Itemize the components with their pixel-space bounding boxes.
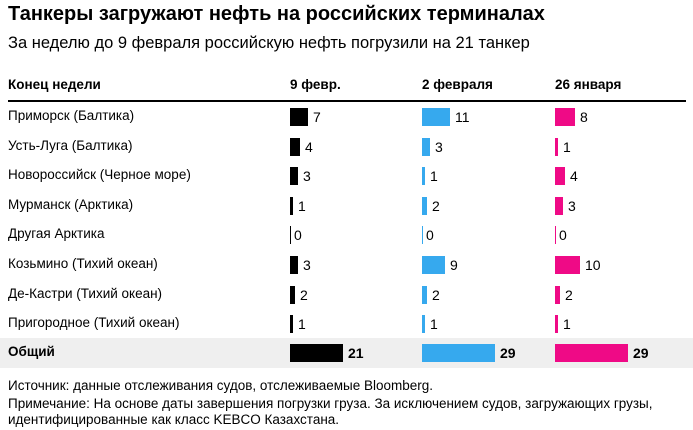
row-label: Приморск (Балтика) bbox=[8, 108, 135, 123]
bar-week2 bbox=[422, 196, 427, 215]
value-label-week2: 11 bbox=[455, 109, 470, 125]
bar-week1 bbox=[290, 167, 298, 186]
value-label-week2: 3 bbox=[435, 138, 443, 155]
value-label-week1: 3 bbox=[303, 168, 311, 185]
chart-title: Танкеры загружают нефть на российских те… bbox=[8, 3, 545, 25]
bar-week1 bbox=[290, 285, 295, 304]
chart-subtitle: За неделю до 9 февраля российскую нефть … bbox=[8, 34, 530, 52]
row-label: Другая Арктика bbox=[8, 226, 105, 242]
value-label-week3: 29 bbox=[633, 345, 649, 361]
footnote: Примечание: На основе даты завершения по… bbox=[8, 396, 653, 427]
value-label-week3: 0 bbox=[559, 227, 567, 244]
bar-week1-zero bbox=[290, 226, 291, 245]
bar-week3 bbox=[555, 344, 628, 362]
value-label-week1: 1 bbox=[298, 197, 306, 214]
value-label-week1: 0 bbox=[294, 227, 302, 244]
column-header-week3: 26 января bbox=[555, 77, 622, 92]
bar-week3 bbox=[555, 285, 560, 304]
value-label-week1: 3 bbox=[303, 257, 311, 273]
bar-week1 bbox=[290, 315, 293, 334]
value-label-week3: 4 bbox=[570, 168, 578, 185]
value-label-week3: 3 bbox=[568, 197, 576, 214]
row-header: Конец недели bbox=[8, 77, 101, 92]
row-label: Пригородное (Тихий океан) bbox=[8, 315, 180, 331]
bar-week3 bbox=[555, 196, 563, 215]
bar-week2-zero bbox=[422, 226, 423, 245]
value-label-week2: 2 bbox=[432, 286, 440, 303]
value-label-week1: 1 bbox=[298, 316, 306, 333]
value-label-week3: 2 bbox=[565, 286, 573, 303]
row-label: Усть-Луга (Балтика) bbox=[8, 137, 133, 153]
bar-week2 bbox=[422, 167, 425, 186]
bar-week3 bbox=[555, 108, 575, 126]
bar-week1 bbox=[290, 256, 298, 274]
column-header-week1: 9 февр. bbox=[290, 77, 341, 92]
header-rule bbox=[8, 100, 686, 102]
bar-week1 bbox=[290, 108, 308, 126]
value-label-week1: 7 bbox=[313, 109, 321, 125]
row-label: Мурманск (Арктика) bbox=[8, 196, 134, 212]
source-note: Источник: данные отслеживания судов, отс… bbox=[8, 378, 433, 393]
bar-week2 bbox=[422, 315, 425, 334]
value-label-week2: 2 bbox=[432, 197, 440, 214]
row-label: Де-Кастри (Тихий океан) bbox=[8, 285, 163, 301]
value-label-week1: 2 bbox=[300, 286, 308, 303]
bar-week2 bbox=[422, 137, 430, 156]
value-label-week1: 21 bbox=[348, 345, 364, 361]
value-label-week3: 1 bbox=[563, 138, 571, 155]
row-label: Козьмино (Тихий океан) bbox=[8, 256, 158, 271]
bar-week2 bbox=[422, 256, 445, 274]
bar-week3 bbox=[555, 256, 580, 274]
bar-week3 bbox=[555, 167, 565, 186]
row-label: Новороссийск (Черное море) bbox=[8, 167, 191, 183]
value-label-week2: 0 bbox=[426, 227, 434, 244]
bar-week3 bbox=[555, 315, 558, 334]
bar-week3 bbox=[555, 137, 558, 156]
value-label-week1: 4 bbox=[305, 138, 313, 155]
bar-week2 bbox=[422, 344, 495, 362]
value-label-week3: 10 bbox=[585, 257, 601, 273]
bar-week1 bbox=[290, 137, 300, 156]
bar-week1 bbox=[290, 196, 293, 215]
value-label-week2: 9 bbox=[450, 257, 458, 273]
value-label-week3: 1 bbox=[563, 316, 571, 333]
bar-week2 bbox=[422, 108, 450, 126]
value-label-week3: 8 bbox=[580, 109, 588, 125]
bar-week2 bbox=[422, 285, 427, 304]
bar-week1 bbox=[290, 344, 343, 362]
bar-week3-zero bbox=[555, 226, 556, 245]
value-label-week2: 29 bbox=[500, 345, 516, 361]
column-header-week2: 2 февраля bbox=[422, 77, 493, 92]
row-label: Общий bbox=[8, 344, 55, 359]
value-label-week2: 1 bbox=[430, 316, 438, 333]
value-label-week2: 1 bbox=[430, 168, 438, 185]
